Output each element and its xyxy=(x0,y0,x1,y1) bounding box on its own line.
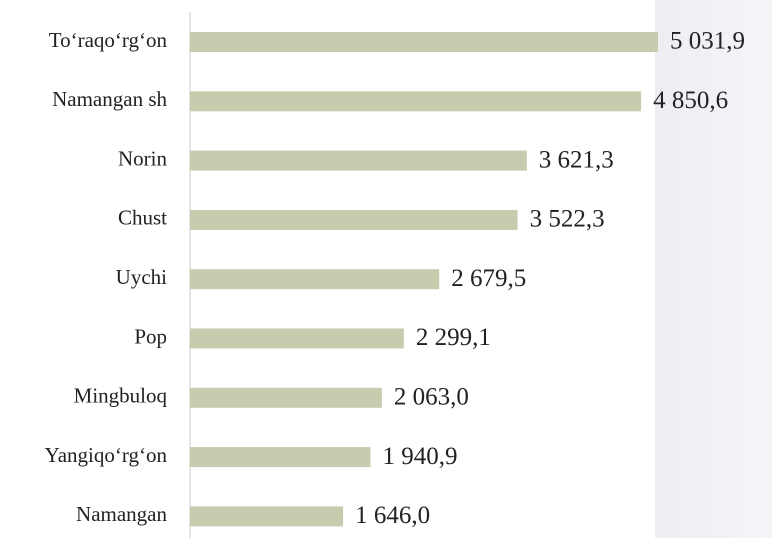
value-label: 3 621,3 xyxy=(539,146,614,173)
category-label: Mingbuloq xyxy=(74,384,168,408)
value-label: 1 940,9 xyxy=(383,443,458,470)
bar xyxy=(190,209,518,230)
bar xyxy=(190,150,527,171)
bar xyxy=(190,387,382,408)
bar xyxy=(190,506,344,527)
value-label: 4 850,6 xyxy=(653,87,728,114)
value-label: 2 063,0 xyxy=(394,384,469,411)
bar xyxy=(190,32,658,52)
value-label: 1 646,0 xyxy=(355,502,430,529)
category-label: To‘raqo‘rg‘on xyxy=(49,28,168,52)
bar xyxy=(190,269,440,290)
category-label: Chust xyxy=(118,206,167,230)
value-label: 5 031,9 xyxy=(670,28,745,55)
category-label: Yangiqo‘rg‘on xyxy=(45,443,168,467)
value-label: 3 522,3 xyxy=(530,206,605,233)
side-panel xyxy=(655,0,772,538)
category-label: Uychi xyxy=(116,265,167,289)
bar xyxy=(190,328,404,349)
category-label: Norin xyxy=(118,146,167,170)
bar xyxy=(190,91,642,112)
category-label: Pop xyxy=(134,324,167,348)
category-label: Namangan xyxy=(76,502,167,526)
category-label: Namangan sh xyxy=(52,87,167,111)
value-label: 2 299,1 xyxy=(416,324,491,351)
bar xyxy=(190,447,371,468)
value-label: 2 679,5 xyxy=(451,265,526,292)
